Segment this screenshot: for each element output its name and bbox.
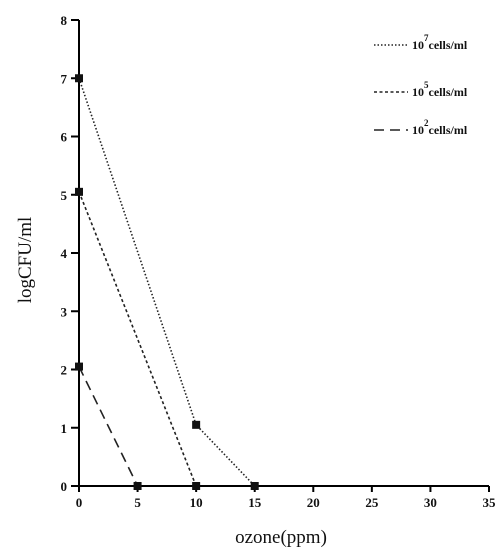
x-tick-label: 15	[248, 495, 262, 510]
x-tick-label: 25	[365, 495, 379, 510]
legend-label: 102cells/ml	[412, 118, 468, 137]
x-tick-label: 5	[134, 495, 141, 510]
y-tick-label: 2	[61, 363, 68, 378]
series-line	[78, 78, 256, 487]
y-tick-label: 7	[61, 71, 68, 86]
y-tick-label: 8	[61, 13, 68, 28]
y-tick-label: 6	[61, 130, 68, 145]
x-tick-label: 35	[483, 495, 497, 510]
legend: 107cells/ml 105cells/ml 102cells/ml	[374, 33, 468, 137]
y-tick-label: 4	[61, 246, 68, 261]
data-point-marker	[75, 362, 83, 371]
x-tick-label: 10	[190, 495, 203, 510]
x-tick-label: 20	[307, 495, 320, 510]
data-point-marker	[192, 420, 201, 429]
data-point-marker	[75, 74, 83, 83]
tick-group: 0 1 2 3 4 5 6 7 8 0 5 10 15 20 25 30 35	[61, 13, 497, 510]
series-line	[78, 366, 139, 487]
x-axis-title: ozone(ppm)	[235, 527, 327, 548]
y-tick-label: 0	[61, 479, 68, 494]
legend-label: 105cells/ml	[412, 80, 468, 99]
y-axis-title: logCFU/ml	[15, 217, 36, 304]
legend-label: 107cells/ml	[412, 33, 468, 52]
y-tick-label: 1	[61, 421, 68, 436]
y-tick-label: 3	[61, 304, 68, 319]
data-point-marker	[192, 482, 201, 490]
series-group	[75, 74, 259, 490]
series-line	[78, 191, 197, 487]
y-tick-label: 5	[61, 188, 68, 203]
data-point-marker	[250, 482, 259, 490]
x-tick-label: 0	[76, 495, 83, 510]
data-point-marker	[75, 187, 83, 196]
x-tick-label: 30	[424, 495, 437, 510]
data-point-marker	[133, 482, 142, 490]
